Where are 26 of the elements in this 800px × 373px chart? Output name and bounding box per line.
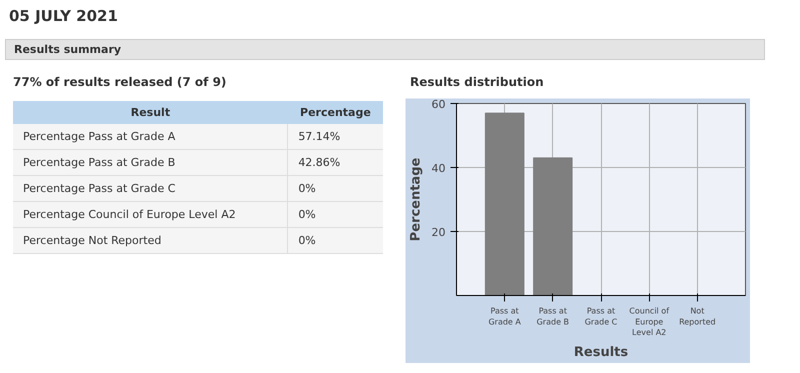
- text: 57.14%: [297, 129, 342, 145]
- text: 42.86%: [297, 155, 342, 171]
- text: Percentage: [299, 105, 372, 121]
- x-tick-label: Pass at Grade A: [488, 306, 522, 326]
- x-tick-label: Pass at Grade C: [584, 306, 618, 326]
- x-tick-label: Not Reported: [679, 306, 716, 326]
- y-tick-label: 20: [432, 226, 446, 239]
- text: Percentage Not Reported: [13, 228, 288, 254]
- x-tick-label: Pass at Grade B: [536, 306, 570, 326]
- text: Percentage Pass at Grade C: [13, 176, 288, 202]
- text: 05 JULY 2021: [9, 7, 118, 25]
- text: 77% of results released (7 of 9): [13, 75, 228, 89]
- text: 0%: [297, 181, 317, 197]
- text: Results distribution: [410, 75, 544, 89]
- x-axis-title: Results: [574, 345, 628, 360]
- text: Result: [130, 105, 172, 121]
- y-tick-label: 40: [432, 162, 446, 175]
- x-tick-label: Council of Europe Level A2: [629, 306, 670, 338]
- y-tick-label: 60: [432, 98, 446, 111]
- section-header-bar: Results summary: [5, 39, 765, 60]
- text: Percentage Council of Europe Level A2: [13, 202, 288, 228]
- text: 0%: [297, 233, 317, 249]
- text: Percentage Pass at Grade B: [13, 150, 288, 176]
- text: Percentage Pass at Grade A: [13, 124, 288, 150]
- y-axis-title: Percentage: [408, 157, 424, 242]
- text: 0%: [297, 207, 317, 223]
